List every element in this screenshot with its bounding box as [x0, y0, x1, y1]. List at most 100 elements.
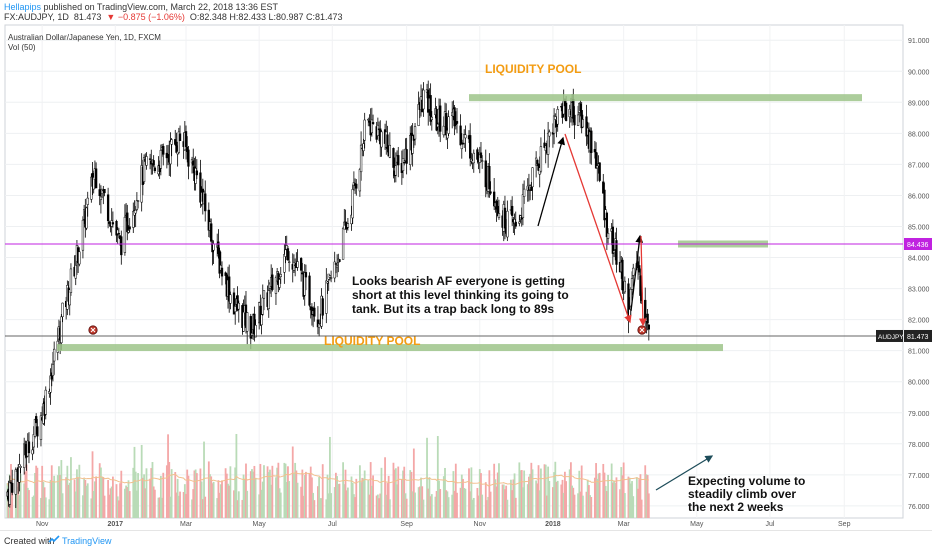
volume-bar [141, 477, 144, 518]
volume-bar [258, 494, 261, 518]
price-chart[interactable]: 84.436 AUDJPY 81.473 91.000 90.000 89.000 88.… [0, 22, 932, 528]
volume-bar [342, 462, 344, 518]
arrow-up-2 [630, 234, 644, 312]
volume-bar [42, 481, 45, 518]
candle-body [632, 267, 635, 276]
volume-bar [453, 490, 456, 518]
stop-marker-cross [90, 327, 96, 333]
volume-bar [211, 483, 214, 518]
candle-body [94, 168, 98, 189]
volume-bar [622, 462, 625, 518]
candle-body [283, 254, 286, 273]
volume-bar [605, 491, 608, 518]
candle-body [299, 258, 303, 271]
volume-bar [555, 481, 558, 518]
publish-text: published on TradingView.com, March 22, … [43, 2, 279, 12]
candle-body [234, 306, 237, 312]
volume-bar [514, 497, 517, 518]
candle-body [358, 169, 362, 192]
volume-bar [355, 478, 358, 518]
volume-bar [283, 462, 286, 518]
volume-bar [411, 491, 414, 518]
volume-bar [580, 465, 583, 518]
volume-bar [632, 496, 635, 518]
x-tick-label: May [253, 521, 267, 528]
candle-body [469, 135, 472, 159]
volume-bar [201, 499, 204, 518]
volume-bar [335, 472, 337, 518]
volume-bar [318, 476, 321, 518]
volume-bar [76, 469, 78, 518]
candle-body [278, 279, 281, 288]
volume-bar [384, 457, 386, 518]
volume-bar [270, 484, 273, 518]
x-tick-label: 2018 [545, 521, 561, 528]
volume-bar [597, 473, 600, 518]
volume-bar [613, 480, 615, 518]
volume-bar [620, 467, 623, 518]
publish-info: Hellapips published on TradingView.com, … [4, 2, 278, 12]
volume-bar [519, 470, 522, 518]
x-tick-label: Nov [36, 521, 49, 528]
volume-bar [333, 487, 336, 518]
publisher-username[interactable]: Hellapips [4, 2, 42, 12]
volume-bar [639, 474, 642, 518]
candle-body [127, 230, 130, 233]
candle-body [86, 197, 89, 205]
volume-bar [116, 496, 119, 518]
candle-body [308, 275, 311, 306]
volume-bar [269, 469, 271, 518]
candle-body [136, 200, 140, 202]
volume-bar [520, 470, 523, 518]
candle-body [35, 416, 38, 424]
candle-body [464, 134, 467, 139]
volume-bar [361, 477, 364, 518]
volume-bar [646, 475, 649, 518]
candle-body [439, 105, 442, 132]
volume-bar [110, 486, 113, 518]
volume-bar [143, 474, 145, 518]
volume-bar [456, 492, 458, 518]
candle-body [355, 183, 358, 189]
candle-body [184, 131, 188, 147]
volume-bar [251, 469, 253, 518]
x-tick-label: Mar [180, 521, 193, 528]
candle-body [362, 143, 365, 152]
volume-bar [578, 470, 581, 518]
candle-body [99, 196, 103, 200]
volume-bar [367, 480, 370, 518]
liquidity-zone-top [469, 94, 862, 102]
volume-bar [647, 493, 650, 518]
volume-bar [463, 487, 466, 518]
tradingview-brand[interactable]: TradingView [62, 536, 112, 546]
candle-body [228, 276, 231, 302]
candle-body [351, 189, 354, 219]
volume-bar [548, 480, 551, 518]
candle-body [430, 116, 433, 120]
volume-bar [287, 466, 289, 518]
volume-bar [409, 470, 412, 518]
volume-bar [170, 469, 173, 518]
volume-bar [60, 460, 63, 518]
volume-bar [216, 498, 219, 518]
volume-bar [358, 465, 361, 518]
candle-body [422, 89, 425, 110]
volume-bar [394, 468, 397, 518]
candle-body [51, 363, 55, 376]
candle-body [386, 134, 389, 149]
x-tick-label: Sep [400, 521, 413, 528]
volume-bar [363, 470, 366, 518]
volume-bar [179, 491, 181, 518]
chart-area[interactable]: 84.436 AUDJPY 81.473 91.000 90.000 89.000 88.… [0, 22, 932, 528]
candle-body [442, 125, 445, 136]
volume-bar [326, 474, 329, 518]
symbol-info: FX:AUDJPY, 1D 81.473 ▼ −0.875 (−1.06%) O… [4, 12, 343, 22]
volume-bar [86, 483, 89, 518]
volume-bar [403, 466, 406, 518]
volume-bar [237, 491, 240, 518]
volume-bar [330, 493, 333, 518]
volume-bar [74, 491, 77, 518]
candle-body [581, 119, 585, 128]
volume-bar [420, 477, 422, 518]
volume-bar [372, 475, 374, 518]
